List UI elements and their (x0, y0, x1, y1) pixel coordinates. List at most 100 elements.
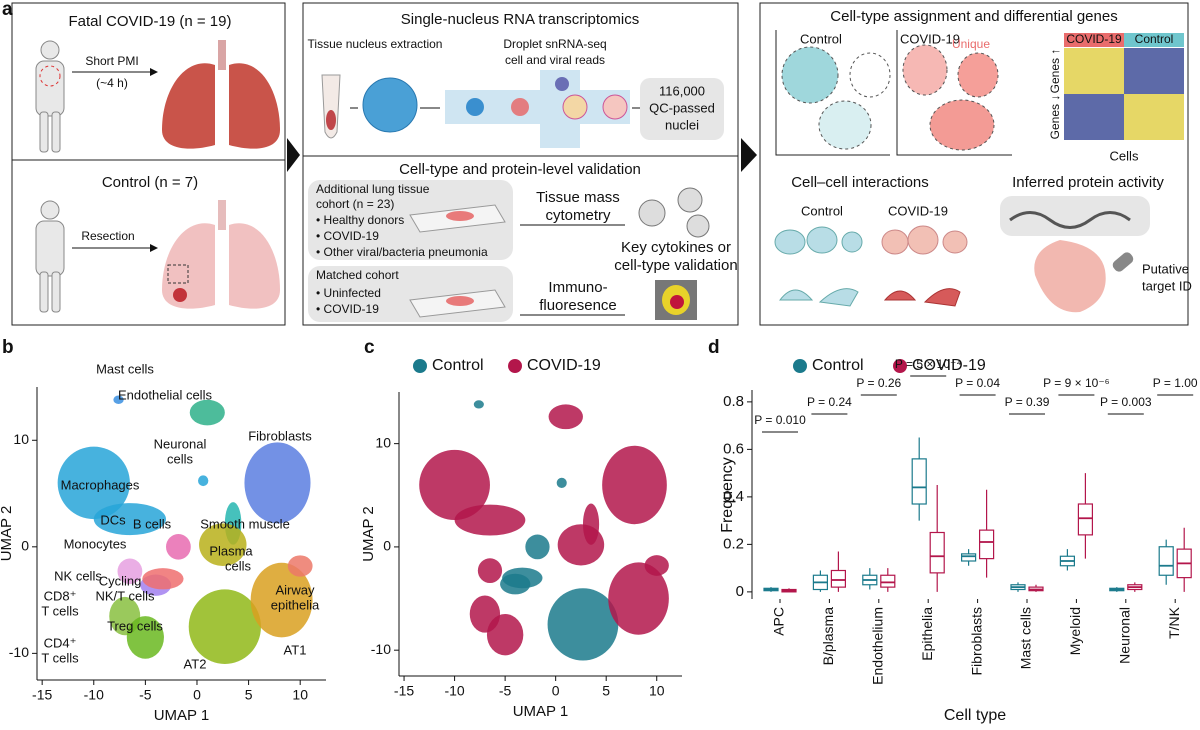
y-tick-label: -10 (371, 641, 391, 657)
x-tick-label: -15 (32, 687, 52, 703)
text: Inferred protein activity (1012, 174, 1164, 191)
cluster-label: NK cells (54, 568, 102, 583)
x-axis-label: UMAP 1 (513, 703, 569, 720)
heatmap (1064, 94, 1124, 140)
x-tick-label: 10 (649, 683, 665, 699)
legend-label: Control (812, 357, 864, 374)
cell-cluster (250, 562, 313, 638)
cell-icons (881, 225, 968, 255)
icon (446, 296, 474, 306)
cell-cluster (608, 562, 669, 635)
y-tick-label: 0.8 (723, 393, 744, 410)
cell-cluster (548, 404, 583, 430)
icon (670, 295, 684, 309)
cell-icon (686, 214, 710, 238)
cluster-label: Plasma (209, 543, 253, 558)
protein-icon (1034, 240, 1106, 313)
legend-swatch (893, 359, 907, 373)
x-tick-label: Epithelia (919, 607, 935, 661)
cluster-label: CD8⁺ (44, 588, 77, 603)
cell-cluster (502, 567, 543, 589)
axis (896, 30, 1012, 156)
text: • Healthy donors (316, 213, 404, 227)
text: Tissue nucleus extraction (308, 37, 443, 51)
text: COVID-19 (888, 203, 948, 218)
x-tick-label: -5 (139, 687, 152, 703)
axis (775, 30, 890, 156)
cell-cluster (547, 588, 619, 661)
cluster-icon (849, 52, 891, 98)
cell-cluster (602, 445, 667, 525)
arrow (150, 244, 158, 252)
text: Cell–cell interactions (791, 174, 929, 191)
cluster-label: T cells (41, 650, 79, 665)
cell-cluster (126, 616, 164, 659)
x-tick-label: -15 (394, 683, 414, 699)
box (960, 553, 977, 562)
cluster-label: Neuronal (154, 436, 207, 451)
x-tick-label: APC (771, 607, 787, 636)
icon (562, 94, 588, 120)
text: Immuno- (548, 279, 607, 296)
text: • COVID-19 (316, 302, 379, 316)
x-tick-label: -10 (444, 683, 464, 699)
y-tick-label: -10 (9, 644, 29, 660)
legend-swatch (413, 359, 427, 373)
dna-box (1000, 196, 1150, 236)
text: Short PMI (85, 54, 138, 68)
cell-cluster (244, 442, 311, 524)
cluster-label: Macrophages (61, 477, 140, 492)
text: Control (800, 31, 842, 46)
y-axis-label: UMAP 2 (0, 506, 15, 562)
text: Additional lung tissue (316, 182, 430, 196)
y-tick-label: 10 (13, 431, 29, 447)
cell-cluster (198, 475, 209, 487)
text: cell-type validation (614, 257, 737, 274)
text: Cells (1110, 148, 1139, 163)
legend-label: COVID-19 (912, 357, 986, 374)
cell-cluster (644, 555, 669, 576)
heatmap (1124, 48, 1184, 94)
cluster-label: Treg cells (107, 618, 163, 633)
y-axis-label: Frequency (719, 457, 736, 533)
text: (~4 h) (96, 76, 128, 90)
x-tick-label: Myeloid (1067, 607, 1083, 655)
text: QC-passed (649, 100, 715, 115)
box (1158, 546, 1174, 576)
text: cohort (n = 23) (316, 197, 394, 211)
box (911, 458, 927, 505)
frame (302, 2, 739, 326)
heatmap (1124, 94, 1184, 140)
cell-cluster (117, 558, 143, 585)
drug-icon (1112, 252, 1134, 272)
icon (602, 94, 628, 120)
text: COVID-19 (1066, 32, 1122, 46)
icon (555, 77, 569, 91)
y-tick-label: 0.2 (723, 535, 744, 552)
icon (511, 98, 529, 116)
p-value: P = 0.04 (955, 376, 1000, 390)
x-tick-label: 10 (292, 687, 308, 703)
x-tick-label: B/plasma (820, 607, 836, 666)
cell-icon (638, 199, 666, 227)
p-value: P = 5 × 10⁻⁴ (895, 357, 962, 371)
x-tick-label: T/NK (1166, 606, 1182, 639)
cluster-icon (957, 52, 999, 98)
cluster-label: AT1 (284, 642, 307, 657)
p-value: P = 1.00 (1153, 376, 1198, 390)
cluster-label: AT2 (184, 656, 207, 671)
x-tick-label: 0 (193, 687, 201, 703)
cell-cluster (166, 534, 191, 560)
x-tick-label: 5 (245, 687, 253, 703)
text: target ID (1142, 278, 1192, 293)
text: fluoresence (539, 297, 617, 314)
text: Control (1135, 32, 1174, 46)
text: Matched cohort (316, 268, 399, 282)
text: Genes ↑ (1048, 49, 1062, 94)
cluster-label: Monocytes (64, 536, 127, 551)
arrow (741, 138, 757, 172)
legend-swatch (793, 359, 807, 373)
cell-cluster (477, 558, 503, 584)
text: Unique (952, 37, 990, 51)
lung-icon (162, 40, 280, 149)
